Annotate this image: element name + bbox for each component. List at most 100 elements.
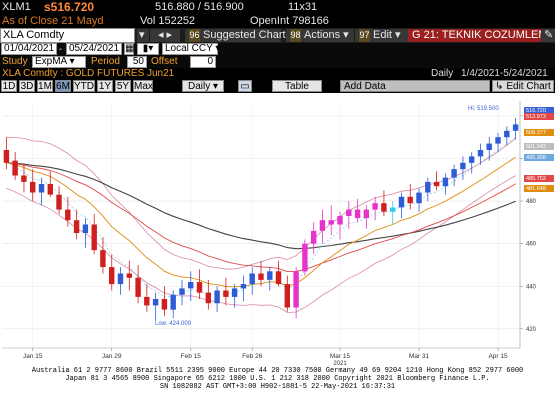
period-input[interactable]: 50 xyxy=(127,56,147,68)
candle-body xyxy=(328,220,334,225)
candle-body xyxy=(346,209,352,216)
end-date-input[interactable]: 05/24/2021 xyxy=(66,43,122,55)
candle-body xyxy=(12,160,18,176)
candle-body xyxy=(258,273,264,280)
candle-body xyxy=(126,273,132,278)
calendar-icon[interactable]: ▦ xyxy=(124,43,135,55)
candle-body xyxy=(477,150,484,157)
candle-body xyxy=(311,230,317,244)
candle-body xyxy=(372,203,378,210)
price-label: 481.648 xyxy=(526,186,546,192)
ema-long xyxy=(6,162,516,250)
candle-body xyxy=(337,216,343,225)
period-6m[interactable]: 6M xyxy=(55,80,71,92)
suggested-charts-button[interactable]: 96 Suggested Charts xyxy=(185,29,291,42)
period-1m[interactable]: 1M xyxy=(37,80,53,92)
close-date: As of Close 21 Mayd xyxy=(2,15,104,27)
candle-body xyxy=(267,271,273,280)
nav-arrows[interactable]: ◂ ▸ xyxy=(150,29,180,42)
price-label-box xyxy=(524,143,554,150)
last-price: s516.720 xyxy=(44,0,95,14)
candles xyxy=(3,118,519,321)
x-tick-label: Feb 26 xyxy=(242,353,263,360)
candle-body xyxy=(152,299,159,306)
x-tick-label: Mar 31 xyxy=(409,353,430,360)
x-tick-label: Apr 15 xyxy=(488,353,508,360)
low-annotation: Low: 424.000 xyxy=(155,321,192,327)
candle-body xyxy=(275,271,282,285)
x-tick-label: Jan 15 xyxy=(23,353,43,360)
currency-select[interactable]: Local CCY ▾ xyxy=(162,43,220,55)
actions-button[interactable]: 98 Actions ▾ xyxy=(286,29,354,42)
candle-body xyxy=(100,250,106,268)
high-annotation: Hi: 519.500 xyxy=(468,106,499,112)
candle-body xyxy=(442,177,449,187)
offset-label: Offset xyxy=(151,56,178,67)
candle-body xyxy=(91,224,97,251)
period-label: Period xyxy=(91,56,120,67)
tab-title[interactable]: G 21: TEKNIK COZUMLEM... xyxy=(408,29,555,42)
candle-body xyxy=(47,184,53,195)
candle-body xyxy=(240,284,247,289)
date-range-label: 1/4/2021-5/24/2021 xyxy=(461,68,548,79)
footer-line-1: Australia 61 2 9777 8600 Brazil 5511 239… xyxy=(31,367,524,375)
actions-icon: 98 xyxy=(290,29,301,42)
candle-body xyxy=(231,288,238,297)
period-1y[interactable]: 1Y xyxy=(97,80,113,92)
edit-button[interactable]: 97 Edit ▾ xyxy=(355,29,408,42)
chart-type-selector[interactable]: ▮▾ xyxy=(137,43,159,55)
candle-body xyxy=(363,209,369,219)
candle-body xyxy=(495,137,501,144)
edit-icon: 97 xyxy=(359,29,370,42)
price-chart[interactable]: 420440460480500520516.720513.973508.3775… xyxy=(0,93,555,366)
price-label: 516.720 xyxy=(526,108,546,114)
candle-body xyxy=(65,209,71,221)
edit-chart-icon: ↳ xyxy=(495,81,504,92)
candle-body xyxy=(196,282,203,293)
x-tick-label: Mar 15 xyxy=(330,353,351,360)
edit-chart-button[interactable]: ↳ Edit Chart xyxy=(492,80,554,92)
candle-body xyxy=(30,181,36,193)
candle-body xyxy=(469,156,475,163)
chevron-down-icon: ▾ xyxy=(395,29,401,41)
candle-body xyxy=(390,207,396,212)
security-input[interactable]: XLA Comdty xyxy=(0,28,135,43)
offset-input[interactable]: 0 xyxy=(190,56,216,68)
candle-body xyxy=(302,243,308,272)
candle-body xyxy=(135,277,141,297)
period-1d[interactable]: 1D xyxy=(1,80,17,92)
y-tick-label: 460 xyxy=(526,242,537,248)
period-max[interactable]: Max xyxy=(133,80,153,92)
bollinger-lower xyxy=(6,175,516,314)
frequency-select[interactable]: Daily ▾ xyxy=(182,80,224,92)
period-5y[interactable]: 5Y xyxy=(115,80,131,92)
candle-body xyxy=(38,184,45,193)
add-data-button[interactable]: Add Data xyxy=(340,80,490,92)
date-range-row: 01/04/2021 - 05/24/2021 ▦ ▮▾ Local CCY ▾ xyxy=(0,43,555,56)
candle-body xyxy=(21,175,27,182)
candle-body xyxy=(433,181,440,187)
study-label: Study xyxy=(2,56,28,67)
study-row: Study ExpMA ▾ Period 50 Offset 0 xyxy=(0,56,555,68)
candle-body xyxy=(293,271,299,308)
settings-icon[interactable]: ✎ xyxy=(541,29,555,42)
year-label: 2021 xyxy=(333,361,347,366)
candle-body xyxy=(161,299,168,310)
bid-ask-size: 11x31 xyxy=(288,1,318,13)
period-3d[interactable]: 3D xyxy=(19,80,35,92)
security-dropdown-arrow[interactable]: ▾ xyxy=(137,29,149,42)
contract-month: Jun21 xyxy=(147,68,175,79)
period-ytd[interactable]: YTD xyxy=(73,80,95,92)
price-label-box xyxy=(524,175,554,182)
study-select[interactable]: ExpMA ▾ xyxy=(32,56,86,68)
price-label-box xyxy=(524,129,554,136)
start-date-input[interactable]: 01/04/2021 xyxy=(1,43,57,55)
price-label-box xyxy=(524,185,554,192)
table-button[interactable]: Table xyxy=(272,80,322,92)
period-bar: 1D 3D 1M 6M YTD 1Y 5Y Max Daily ▾ ▭ Table Add D… xyxy=(0,80,555,93)
toolbar: XLA Comdty ▾ ◂ ▸ 96 Suggested Charts 98 Ac… xyxy=(0,28,555,43)
price-label-box xyxy=(524,154,554,161)
chart-style-icon[interactable]: ▭ xyxy=(238,80,252,92)
frequency-label: Daily xyxy=(431,68,454,79)
quote-line: XLM1 s516.720 516.880 / 516.900 11x31 xyxy=(0,0,555,14)
